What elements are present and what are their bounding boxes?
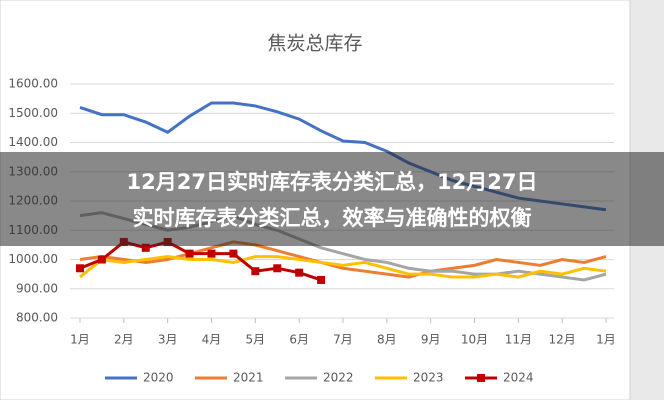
marker [207, 249, 216, 258]
x-tick-label: 2月 [114, 333, 134, 347]
marker [295, 268, 304, 277]
legend-label: 2022 [323, 371, 354, 385]
legend-label: 2024 [503, 371, 534, 385]
y-tick-label: 1000.00 [8, 252, 58, 266]
marker [141, 243, 150, 252]
marker [273, 264, 282, 273]
banner [0, 152, 664, 246]
y-tick-label: 800.00 [16, 311, 58, 325]
banner-line: 实时库存表分类汇总，效率与准确性的权衡 [133, 206, 532, 230]
x-tick-label: 8月 [377, 333, 397, 347]
chart-title: 焦炭总库存 [267, 33, 362, 55]
x-tick-label: 9月 [421, 333, 441, 347]
x-tick-label: 10月 [461, 333, 488, 347]
x-tick-label: 4月 [202, 333, 222, 347]
x-tick-label: 5月 [246, 333, 266, 347]
x-tick-label: 7月 [333, 333, 353, 347]
legend-label: 2023 [413, 371, 444, 385]
legend-label: 2020 [143, 371, 174, 385]
series-line [79, 240, 607, 279]
legend-marker [477, 374, 485, 382]
x-tick-label: 3月 [158, 333, 178, 347]
x-tick-label: 1月 [596, 333, 616, 347]
y-tick-label: 1600.00 [8, 77, 58, 91]
y-tick-label: 1500.00 [8, 106, 58, 120]
marker [229, 249, 238, 258]
x-tick-label: 11月 [505, 333, 532, 347]
x-tick-label: 6月 [289, 333, 309, 347]
x-tick-label: 1月 [70, 333, 90, 347]
legend: 2020 2021 2022 2023 2024 [105, 371, 534, 385]
marker [317, 275, 326, 284]
marker [76, 264, 84, 273]
y-tick-label: 1400.00 [8, 135, 58, 149]
marker [97, 255, 106, 264]
marker [251, 267, 260, 276]
banner-line: 12月27日实时库存表分类汇总，12月27日 [127, 170, 538, 194]
series-line [79, 255, 607, 279]
y-tick-label: 900.00 [16, 281, 58, 295]
legend-label: 2021 [233, 371, 264, 385]
x-tick-label: 12月 [549, 333, 576, 347]
marker [185, 249, 194, 258]
